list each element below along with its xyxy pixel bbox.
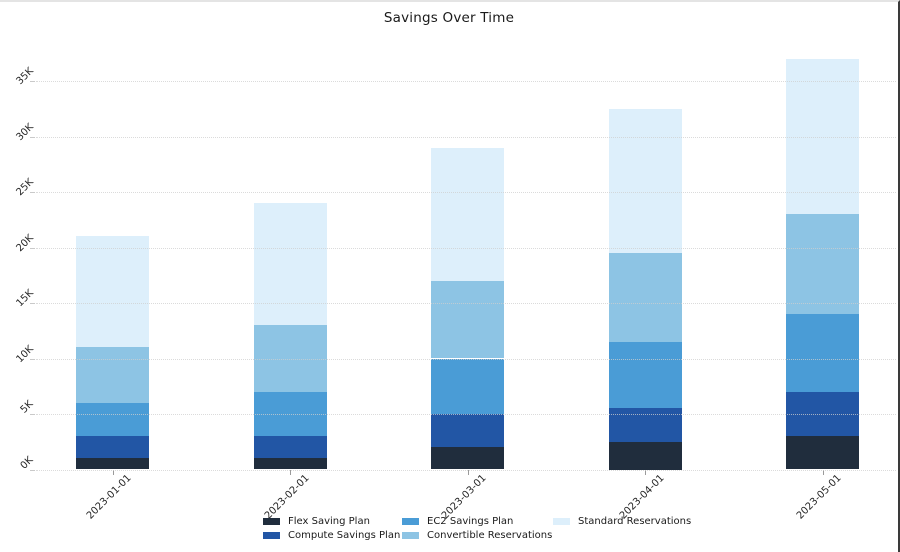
y-gridline [36, 358, 896, 360]
bar-segment [608, 253, 682, 342]
legend-column: EC2 Savings Plan Convertible Reservations [402, 514, 552, 542]
y-tick-label: 15K [14, 287, 36, 310]
legend-swatch-icon [402, 517, 419, 525]
y-gridline [36, 192, 896, 193]
bar-segment [253, 391, 327, 437]
y-tick-mark [30, 247, 35, 249]
legend-item: EC2 Savings Plan [402, 514, 552, 528]
y-tick-mark [30, 303, 35, 304]
x-tick-mark [822, 470, 824, 475]
x-tick-mark [290, 470, 291, 475]
bar-segment [431, 358, 504, 414]
y-tick-mark [30, 469, 35, 471]
bar-segment [431, 447, 504, 470]
legend-label: Standard Reservations [578, 515, 692, 527]
x-tick-mark [645, 470, 646, 475]
bar-segment [76, 402, 149, 437]
bar-segment [608, 341, 682, 409]
bar-segment [431, 280, 504, 359]
bar-segment [76, 436, 149, 459]
legend-item: Compute Savings Plan [263, 528, 400, 542]
legend: Flex Saving Plan Compute Savings Plan EC2 … [0, 514, 898, 548]
y-tick-mark [30, 81, 35, 82]
y-tick-label: 25K [14, 176, 36, 199]
bar-segment [253, 458, 327, 470]
y-gridline [36, 136, 896, 138]
legend-column: Flex Saving Plan Compute Savings Plan [263, 514, 400, 542]
bar-segment [76, 458, 149, 470]
legend-label: Convertible Reservations [427, 529, 553, 541]
y-tick-label: 10K [14, 343, 36, 365]
legend-swatch-icon [263, 531, 280, 539]
y-tick-mark [30, 136, 35, 138]
legend-label: EC2 Savings Plan [427, 515, 514, 527]
y-tick-mark [30, 192, 35, 193]
bar-segment [253, 325, 327, 392]
y-tick-label: 35K [14, 65, 36, 88]
y-tick-label: 30K [14, 121, 36, 143]
bar-segment [786, 436, 859, 470]
y-gridline [36, 469, 896, 471]
legend-swatch-icon [553, 517, 570, 525]
y-gridline [36, 247, 896, 249]
x-tick-mark [112, 470, 114, 475]
legend-label: Flex Saving Plan [288, 515, 370, 527]
y-tick-label: 20K [14, 232, 36, 254]
legend-item: Flex Saving Plan [263, 514, 400, 528]
bar-segment [608, 441, 682, 470]
legend-item: Standard Reservations [553, 514, 691, 528]
bar-segment [786, 214, 859, 315]
bar-segment [431, 414, 504, 448]
y-tick-mark [30, 358, 35, 360]
chart-title: Savings Over Time [383, 10, 515, 26]
bar-segment [608, 108, 682, 254]
bar-segment [76, 236, 149, 348]
y-gridline [36, 81, 896, 82]
y-tick-mark [30, 414, 35, 415]
bar-segment [431, 147, 504, 281]
y-gridline [36, 414, 896, 415]
bar-segment [253, 436, 327, 459]
bar-segment [786, 314, 859, 392]
legend-column: Standard Reservations [553, 514, 691, 528]
legend-item: Convertible Reservations [402, 528, 552, 542]
legend-swatch-icon [263, 517, 280, 525]
bar-segment [76, 347, 149, 403]
legend-label: Compute Savings Plan [288, 529, 401, 541]
bar-segment [786, 391, 859, 437]
bar-segment [608, 408, 682, 442]
bar-segment [253, 203, 327, 326]
legend-swatch-icon [402, 531, 419, 539]
bar-segment [786, 58, 859, 215]
y-gridline [36, 303, 896, 304]
x-tick-mark [467, 470, 469, 475]
